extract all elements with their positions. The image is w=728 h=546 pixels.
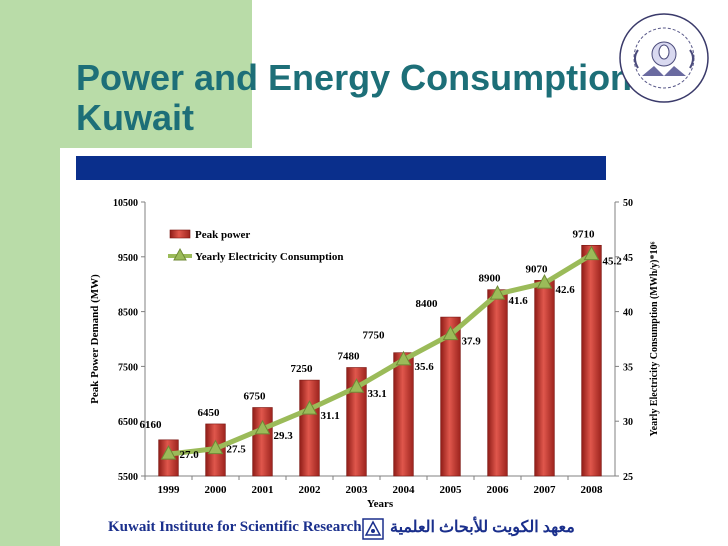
footer-institute-name-en: Kuwait Institute for Scientific Research bbox=[108, 519, 362, 535]
legend-swatch-peak-power bbox=[169, 229, 191, 239]
y-tick-label-right: 30 bbox=[623, 417, 633, 428]
chart-svg: 5500 6500 7500 8500 9500 10500 25 30 35 40 45 50 199… bbox=[89, 198, 660, 510]
line-value-label: 27.0 bbox=[180, 449, 200, 461]
x-axis-title: Years bbox=[367, 498, 394, 510]
y-tick-label-left: 9500 bbox=[118, 253, 138, 264]
line-value-label: 33.1 bbox=[368, 388, 387, 400]
x-tick-label: 2003 bbox=[346, 484, 369, 496]
chart: 5500 6500 7500 8500 9500 10500 25 30 35 40 45 50 199… bbox=[82, 188, 672, 523]
footer: Kuwait Institute for Scientific Research… bbox=[108, 517, 668, 541]
line-marker-triangle bbox=[301, 400, 318, 415]
x-tick-label: 2005 bbox=[440, 484, 463, 496]
y-tick-label-left: 8500 bbox=[118, 308, 138, 319]
line-marker-triangle bbox=[583, 245, 600, 261]
bar-peak-power bbox=[346, 367, 367, 477]
line-marker-triangle bbox=[207, 439, 224, 455]
bar-value-label: 6160 bbox=[140, 419, 163, 431]
bar-peak-power bbox=[440, 316, 461, 477]
bar-peak-power bbox=[581, 244, 602, 477]
y-tick-label-left: 10500 bbox=[113, 198, 138, 209]
line-value-label: 37.9 bbox=[462, 336, 482, 348]
title-underline-bar bbox=[76, 156, 606, 180]
bar-value-label: 7250 bbox=[291, 363, 314, 375]
line-marker-triangle bbox=[442, 325, 459, 341]
line-value-label: 45.2 bbox=[603, 256, 623, 268]
y-tick-label-right: 25 bbox=[623, 472, 633, 483]
line-marker-triangle bbox=[254, 419, 271, 435]
y-tick-label-right: 40 bbox=[623, 308, 633, 319]
bar-value-label: 8400 bbox=[416, 298, 439, 310]
y-axis-title-right: Yearly Electricity Consumption (MWh/y)*1… bbox=[649, 242, 660, 437]
x-tick-label: 2000 bbox=[205, 484, 228, 496]
line-marker-triangle bbox=[395, 350, 412, 366]
y-tick-label-right: 35 bbox=[623, 362, 633, 373]
bar-value-label: 8900 bbox=[479, 273, 502, 285]
y-tick-label-right: 50 bbox=[623, 198, 633, 209]
y-axis-title-left: Peak Power Demand (MW) bbox=[89, 274, 101, 404]
x-tick-label: 2006 bbox=[487, 484, 510, 496]
institute-emblem-icon bbox=[362, 518, 384, 545]
bar-peak-power bbox=[534, 280, 555, 477]
line-value-label: 29.3 bbox=[274, 430, 294, 442]
x-tick-label: 2007 bbox=[534, 484, 557, 496]
line-electricity-consumption bbox=[168, 252, 593, 457]
line-value-label: 41.6 bbox=[509, 295, 529, 307]
y-tick-label-left: 7500 bbox=[118, 362, 138, 373]
slide-title: Power and Energy Consumption in Kuwait bbox=[76, 57, 675, 138]
y-tick-label-right: 45 bbox=[623, 253, 633, 264]
line-marker-triangle bbox=[489, 285, 506, 300]
line-value-label: 35.6 bbox=[415, 361, 435, 373]
bar-peak-power bbox=[393, 352, 414, 477]
bar-value-label: 9070 bbox=[526, 263, 549, 275]
institute-logo bbox=[608, 10, 720, 111]
line-value-label: 27.5 bbox=[227, 444, 247, 456]
bar-value-label: 9710 bbox=[573, 228, 596, 240]
legend-label-electricity-consumption: Yearly Electricity Consumption bbox=[195, 251, 343, 263]
bar-value-label: 7480 bbox=[338, 350, 361, 362]
bar-value-label: 6750 bbox=[244, 391, 267, 403]
footer-institute-name-ar: معهد الكويت للأبحاث العلمية bbox=[390, 519, 575, 536]
y-tick-label-left: 6500 bbox=[118, 417, 138, 428]
line-marker-triangle bbox=[160, 445, 177, 460]
line-value-label: 42.6 bbox=[556, 284, 576, 296]
x-tick-label: 2004 bbox=[393, 484, 416, 496]
bar-value-label: 6450 bbox=[198, 407, 221, 419]
y-tick-label-left: 5500 bbox=[118, 472, 138, 483]
bar-peak-power bbox=[252, 407, 273, 477]
x-tick-label: 2008 bbox=[581, 484, 604, 496]
bar-value-label: 7750 bbox=[363, 330, 386, 342]
legend-label-peak-power: Peak power bbox=[195, 229, 250, 241]
bar-peak-power bbox=[299, 379, 320, 477]
x-tick-label: 2001 bbox=[252, 484, 274, 496]
line-value-label: 31.1 bbox=[321, 410, 340, 422]
legend-marker-line bbox=[173, 247, 187, 261]
line-marker-triangle bbox=[536, 274, 553, 289]
x-tick-label: 1999 bbox=[158, 484, 181, 496]
line-marker-triangle bbox=[348, 378, 365, 393]
x-tick-label: 2002 bbox=[299, 484, 322, 496]
bar-peak-power bbox=[487, 289, 508, 477]
decorative-green-stripe bbox=[0, 0, 60, 546]
